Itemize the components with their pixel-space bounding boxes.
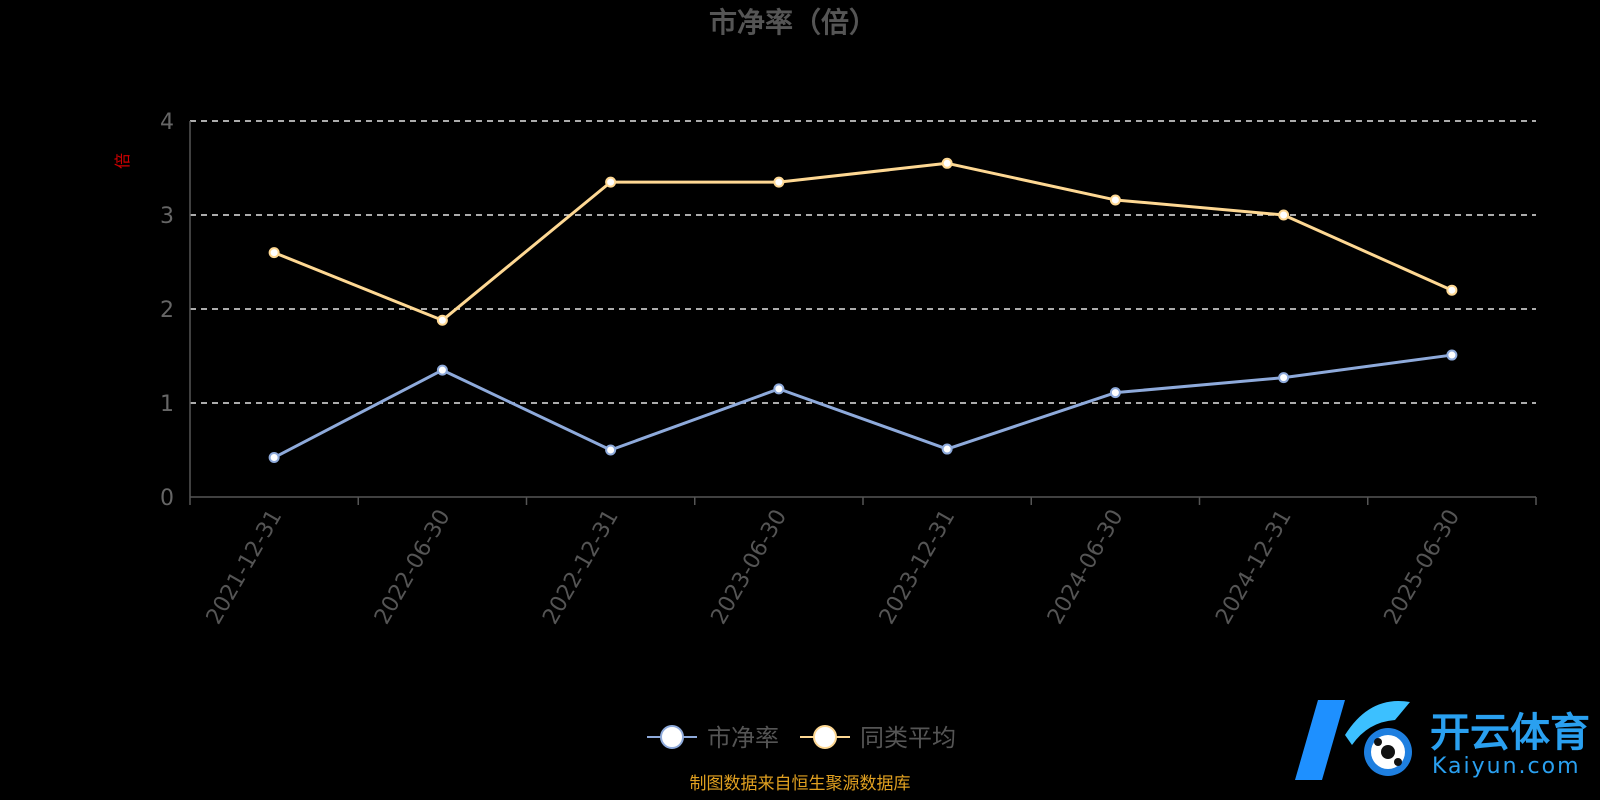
grid-lines [190, 120, 1536, 404]
y-tick-4: 4 [160, 110, 174, 135]
point-0-7 [1446, 349, 1458, 361]
y-tick-1: 1 [160, 392, 174, 417]
point-1-1 [436, 314, 448, 326]
y-tick-0: 0 [160, 486, 174, 511]
x-tick-2025-06-30: 2025-06-30 [1379, 506, 1465, 629]
x-tick-2022-12-31: 2022-12-31 [538, 506, 624, 629]
x-tick-2024-06-30: 2024-06-30 [1043, 506, 1129, 629]
chart-title: 市净率（倍） [709, 6, 877, 39]
point-1-6 [1278, 209, 1290, 221]
point-0-0 [268, 452, 280, 464]
point-1-0 [268, 247, 280, 259]
series-line-1 [273, 161, 1453, 322]
x-tick-labels: 2021-12-31 2022-06-30 2022-12-31 2023-06-30… [202, 506, 1465, 629]
watermark: 开云体育 Kaiyun.com [1295, 700, 1590, 780]
y-tick-2: 2 [160, 298, 174, 323]
point-0-4 [941, 443, 953, 455]
y-tick-3: 3 [160, 204, 174, 229]
x-tick-2021-12-31: 2021-12-31 [202, 506, 288, 629]
legend-marker-0 [660, 725, 684, 749]
axes [189, 121, 1537, 505]
legend-label-1: 同类平均 [860, 724, 956, 752]
watermark-cn: 开云体育 [1430, 710, 1590, 756]
watermark-en: Kaiyun.com [1432, 754, 1581, 779]
legend[interactable]: 市净率 同类平均 [647, 724, 956, 752]
legend-label-0: 市净率 [707, 724, 779, 752]
y-tick-labels: 0 1 2 3 4 [160, 110, 174, 511]
kaiyun-logo-icon [1295, 700, 1412, 780]
x-tick-2022-06-30: 2022-06-30 [370, 506, 456, 629]
point-1-5 [1109, 194, 1121, 206]
point-0-2 [605, 444, 617, 456]
source-note: 制图数据来自恒生聚源数据库 [690, 774, 911, 794]
point-0-6 [1278, 372, 1290, 384]
point-0-3 [773, 383, 785, 395]
x-tick-2023-06-30: 2023-06-30 [706, 506, 792, 629]
point-1-7 [1446, 284, 1458, 296]
x-tick-2024-12-31: 2024-12-31 [1211, 506, 1297, 629]
point-0-1 [436, 364, 448, 376]
y-axis-label: 倍 [113, 153, 132, 169]
point-1-4 [941, 157, 953, 169]
legend-marker-1 [813, 725, 837, 749]
point-1-3 [773, 176, 785, 188]
series-line-0 [273, 353, 1453, 459]
point-1-2 [605, 176, 617, 188]
point-0-5 [1109, 387, 1121, 399]
x-tick-2023-12-31: 2023-12-31 [875, 506, 961, 629]
series-layer [268, 157, 1458, 464]
